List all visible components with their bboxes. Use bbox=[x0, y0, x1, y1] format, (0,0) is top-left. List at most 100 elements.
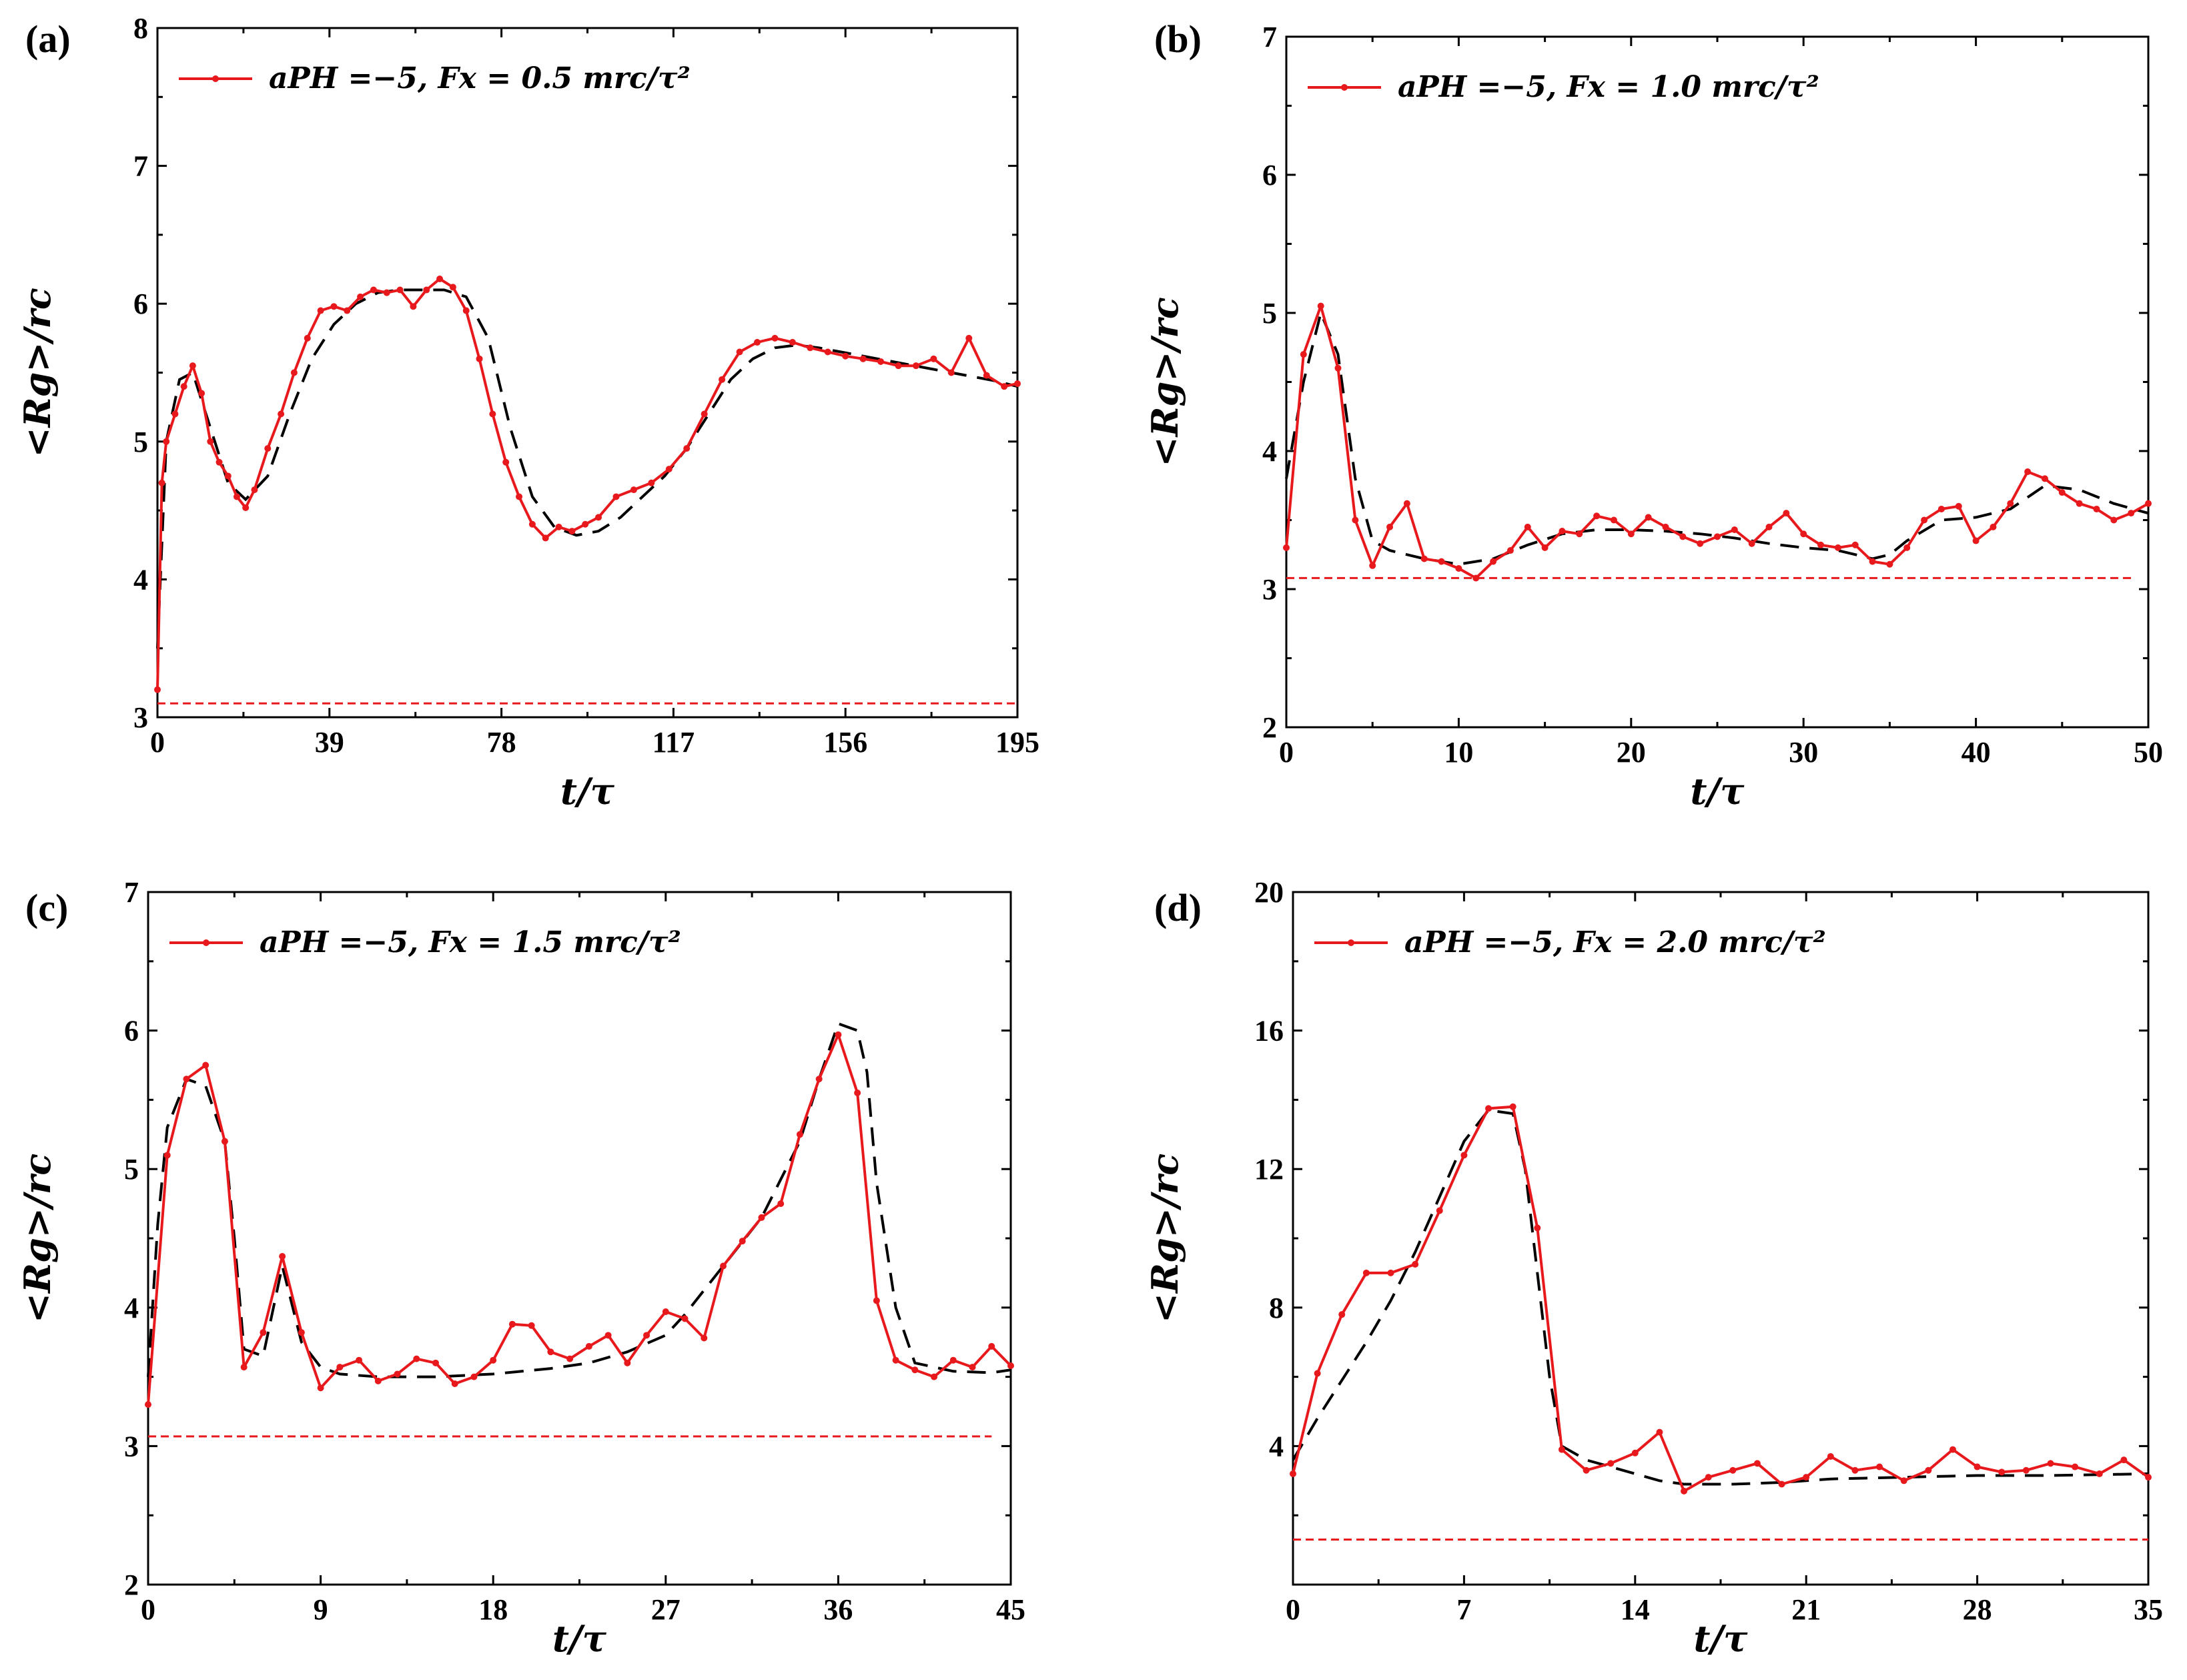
x-tick-label: 39 bbox=[315, 726, 344, 759]
data-point bbox=[701, 410, 708, 418]
x-tick-label: 27 bbox=[651, 1593, 681, 1626]
data-point bbox=[1472, 574, 1480, 582]
y-tick-label: 3 bbox=[1262, 573, 1277, 606]
data-point bbox=[1714, 533, 1721, 540]
data-point bbox=[240, 1364, 248, 1371]
panel-4: (d) 0 7 14 21 28 35 4 8 12 16 20 t/τ <Rg>/rc aPH =−5, … bbox=[1144, 876, 2163, 1660]
data-point bbox=[233, 493, 240, 500]
y-tick-label: 16 bbox=[1254, 1015, 1284, 1047]
y-tick-label: 8 bbox=[133, 12, 148, 45]
data-point bbox=[215, 458, 223, 466]
y-axis-title: <Rg>/rc bbox=[1144, 1154, 1186, 1323]
y-tick-label: 8 bbox=[1269, 1292, 1284, 1324]
data-point bbox=[720, 1262, 727, 1270]
data-point bbox=[1509, 1103, 1516, 1110]
data-point bbox=[290, 369, 298, 376]
y-tick-label: 6 bbox=[1262, 159, 1277, 191]
data-point bbox=[1900, 1477, 1907, 1485]
data-point bbox=[931, 1373, 938, 1380]
data-point bbox=[1283, 544, 1290, 551]
data-point bbox=[1731, 526, 1738, 533]
data-point bbox=[1290, 1470, 1296, 1477]
y-tick-label: 5 bbox=[124, 1153, 139, 1186]
data-point bbox=[374, 1377, 382, 1384]
data-point bbox=[198, 390, 205, 397]
data-point bbox=[1558, 1446, 1565, 1453]
x-axis-title: t/τ bbox=[560, 770, 615, 813]
data-point bbox=[930, 355, 937, 362]
data-point bbox=[983, 372, 990, 379]
data-point bbox=[370, 286, 377, 294]
x-tick-label: 10 bbox=[1444, 736, 1473, 769]
x-tick-label: 0 bbox=[1279, 736, 1294, 769]
data-point bbox=[1876, 1463, 1883, 1471]
x-axis-title: t/τ bbox=[552, 1617, 607, 1660]
data-point bbox=[298, 1329, 305, 1336]
y-tick-label: 7 bbox=[124, 876, 139, 909]
data-point bbox=[873, 1297, 880, 1304]
data-point bbox=[753, 339, 761, 346]
data-point bbox=[1403, 500, 1410, 507]
data-point bbox=[264, 445, 272, 452]
data-point bbox=[528, 1322, 535, 1329]
data-point bbox=[1369, 562, 1376, 569]
data-point bbox=[516, 493, 523, 500]
data-point bbox=[396, 286, 404, 294]
x-tick-label: 40 bbox=[1961, 736, 1991, 769]
data-point bbox=[1949, 1446, 1956, 1453]
data-point bbox=[777, 1200, 785, 1208]
data-point bbox=[542, 534, 549, 542]
data-point bbox=[2072, 1463, 2079, 1471]
data-point bbox=[892, 1356, 899, 1364]
data-point bbox=[413, 1355, 420, 1362]
data-point bbox=[947, 369, 955, 376]
data-point bbox=[317, 307, 324, 314]
data-point bbox=[719, 376, 726, 383]
data-point bbox=[568, 528, 576, 535]
data-point bbox=[470, 1373, 478, 1380]
x-tick-label: 50 bbox=[2134, 736, 2163, 769]
fit-line bbox=[147, 1021, 1011, 1378]
legend-marker bbox=[1348, 939, 1354, 946]
data-point bbox=[1990, 523, 1997, 530]
data-point bbox=[278, 410, 285, 418]
data-point bbox=[1455, 564, 1462, 572]
data-point bbox=[1338, 1311, 1346, 1318]
data-point bbox=[789, 339, 796, 346]
data-point bbox=[189, 362, 196, 370]
x-tick-label: 117 bbox=[652, 726, 695, 759]
data-point bbox=[242, 504, 250, 511]
data-point bbox=[1800, 530, 1807, 538]
plot-frame bbox=[1292, 891, 2150, 1586]
data-point bbox=[489, 410, 496, 418]
data-point bbox=[665, 466, 673, 473]
data-point bbox=[1627, 530, 1635, 538]
data-point bbox=[824, 348, 831, 356]
data-point bbox=[1955, 502, 1962, 510]
data-point bbox=[1436, 1207, 1443, 1214]
x-tick-label: 14 bbox=[1621, 1593, 1650, 1626]
data-point bbox=[1998, 1468, 2006, 1476]
data-point bbox=[528, 520, 536, 528]
data-point bbox=[612, 493, 620, 500]
y-tick-label: 2 bbox=[124, 1569, 139, 1601]
data-point bbox=[1485, 1105, 1492, 1112]
panel-label: (a) bbox=[25, 17, 71, 61]
data-point bbox=[2058, 489, 2066, 496]
data-point bbox=[423, 286, 430, 294]
data-point bbox=[1903, 544, 1911, 551]
data-point bbox=[260, 1329, 267, 1336]
data-point bbox=[171, 410, 179, 418]
data-point bbox=[2007, 500, 2014, 507]
data-point bbox=[912, 362, 919, 370]
data-point bbox=[796, 1131, 803, 1138]
plot-frame bbox=[147, 891, 1012, 1586]
data-point bbox=[207, 438, 214, 445]
y-tick-label: 3 bbox=[133, 701, 148, 734]
data-point bbox=[988, 1342, 995, 1350]
data-point bbox=[624, 1359, 631, 1366]
data-point bbox=[965, 334, 973, 342]
data-point bbox=[221, 1138, 228, 1145]
legend-marker bbox=[203, 939, 209, 946]
